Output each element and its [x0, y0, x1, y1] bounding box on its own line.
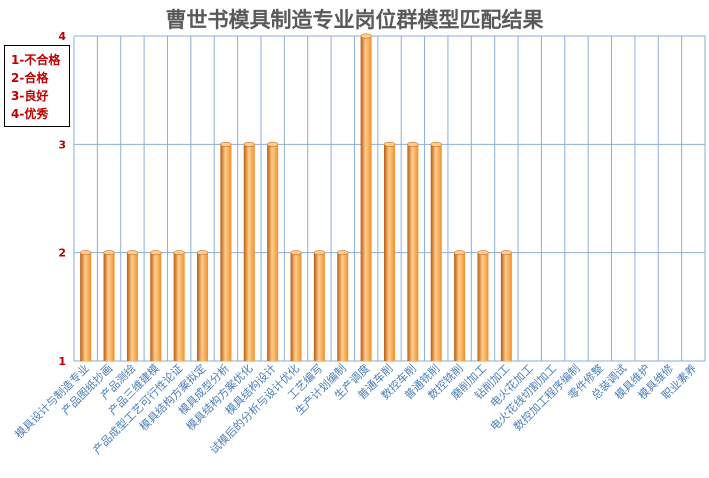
bar-cap [173, 250, 185, 256]
gridlines [73, 35, 706, 362]
bar-cap [79, 250, 92, 256]
bar-cap [500, 250, 513, 256]
bar-cap [220, 141, 232, 147]
bar-cap [196, 250, 209, 256]
legend-item: 4-优秀 [11, 107, 49, 121]
bar-cap [290, 250, 302, 256]
bar-cap [266, 141, 279, 147]
y-tick-label: 4 [58, 30, 66, 43]
category-labels: 模具设计与制造专业产品图纸抄画产品测绘产品三维建模产品成型工艺可行性论证模具结构… [12, 361, 700, 456]
bar-cap [407, 141, 419, 147]
bar-cap [243, 141, 256, 147]
bar [290, 252, 302, 361]
bar-cap [337, 250, 349, 256]
bar [150, 252, 162, 361]
y-tick-label: 2 [58, 247, 66, 260]
bar [407, 144, 419, 361]
y-tick-label: 3 [58, 138, 66, 151]
bar [477, 252, 489, 361]
bar [103, 252, 115, 361]
bar [126, 252, 138, 361]
y-tick-labels: 1 2 3 4 [58, 30, 66, 368]
bar [220, 144, 232, 361]
bar [500, 252, 512, 361]
bar [173, 252, 185, 361]
bar-cap [103, 250, 115, 256]
bar-cap [477, 250, 489, 256]
bar [313, 252, 325, 361]
legend-item: 2-合格 [11, 71, 49, 85]
legend: 1-不合格 2-合格 3-良好 4-优秀 [4, 45, 70, 127]
bar [430, 144, 442, 361]
y-tick-label: 1 [58, 355, 66, 368]
chart-title: 曹世书模具制造专业岗位群模型匹配结果 [165, 7, 544, 32]
bar [80, 252, 92, 361]
bar [360, 36, 372, 361]
bar-cap [126, 250, 139, 256]
bar [384, 144, 395, 361]
bar-cap [383, 141, 396, 147]
legend-item: 1-不合格 [11, 53, 61, 67]
legend-item: 3-良好 [11, 89, 49, 103]
bar-cap [360, 33, 372, 39]
bar-cap [313, 250, 326, 256]
bar-cap [150, 250, 162, 256]
bar [337, 252, 349, 361]
bar-cap [430, 141, 442, 147]
bar [243, 144, 255, 361]
bar [197, 252, 209, 361]
bar-cap [453, 250, 466, 256]
bar [267, 144, 279, 361]
bar [454, 252, 466, 361]
bars [79, 33, 513, 361]
